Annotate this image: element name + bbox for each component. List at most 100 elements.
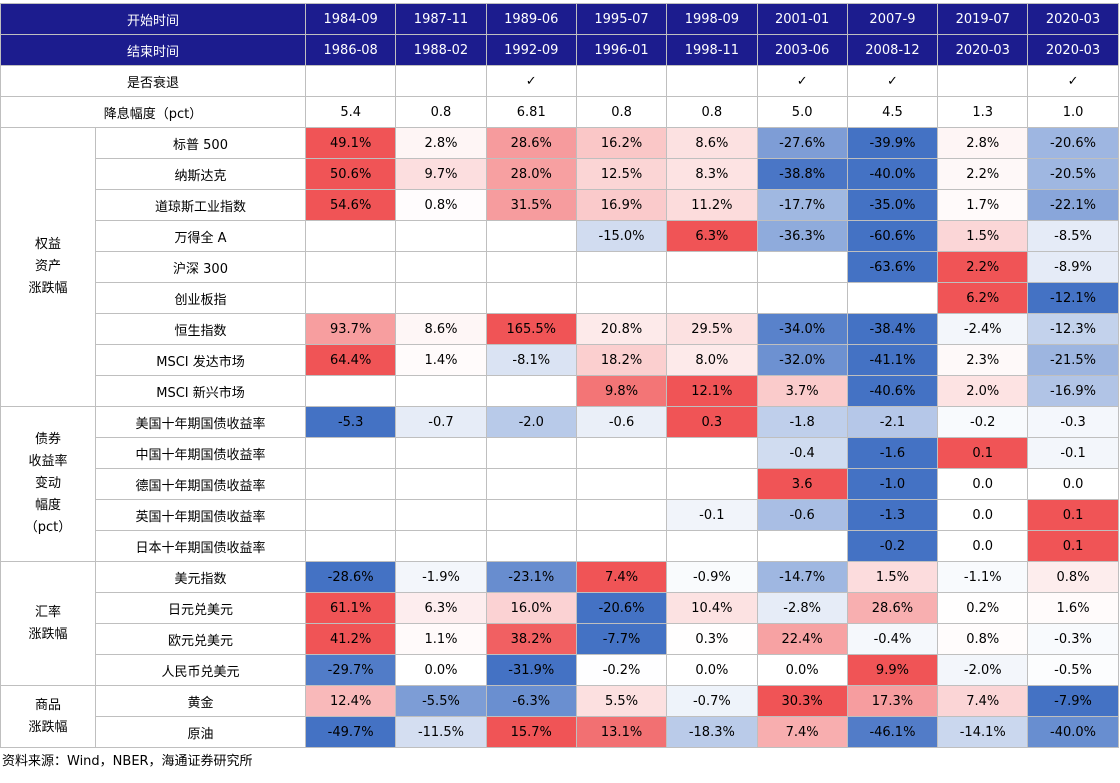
row-label: 道琼斯工业指数 [94,189,307,221]
cell: -2.0 [485,406,577,438]
cell [305,220,397,252]
cell [395,468,487,500]
cell: 12.4% [305,685,397,717]
cell: 1.5% [937,220,1029,252]
group-label: 汇率 涨跌幅 [0,561,96,686]
row-label: 人民币兑美元 [94,654,307,686]
cell: -0.3% [1027,623,1119,655]
cell: 0.2% [937,592,1029,624]
cell: -2.8% [756,592,848,624]
cell: -12.3% [1027,313,1119,345]
cell: 12.1% [666,375,758,407]
data-row: 汇率 涨跌幅 美元指数 -28.6% -1.9% -23.1% 7.4% -0.9% -14.7… [0,561,1119,686]
cell [575,282,668,314]
cell: 4.5 [846,96,939,128]
cell [756,251,848,283]
cell: -0.6 [756,499,848,531]
cell: 2001-01 [756,3,848,35]
cell: -23.1% [485,561,577,593]
cell: 8.0% [666,344,758,376]
cell: -0.7% [666,685,758,717]
cell: 1988-02 [395,34,487,66]
cell: 2.3% [937,344,1029,376]
cell: -1.9% [395,561,487,593]
cell: 2.8% [395,127,487,159]
data-row: 权益 资产 涨跌幅 标普 500 49.1% 2.8% 28.6% 16.2% 8.6% -27.… [0,127,1119,407]
cell [485,251,577,283]
data-row: 沪深 300 -63.6% 2.2% -8.9% [1,251,1119,283]
cell: 1.5% [846,561,939,593]
cell: -0.6 [575,406,668,438]
row-label: 美元指数 [94,561,307,593]
cell: 0.8% [1027,561,1119,593]
cell: 5.0 [756,96,848,128]
cell: -12.1% [1027,282,1119,314]
cell: 8.3% [666,158,758,190]
cell: 15.7% [485,716,577,748]
cell [305,437,397,469]
cell: 0.0% [395,654,487,686]
data-row: 日元兑美元 61.1% 6.3% 16.0% -20.6% 10.4% -2.8% 28.6%… [1,592,1119,624]
cell: 2007-9 [846,3,939,35]
cell: 5.4 [305,96,397,128]
cell: -7.9% [1027,685,1119,717]
cell: -0.3 [1027,406,1119,438]
data-row: 德国十年期国债收益率 3.6 -1.0 0.0 0.0 [1,468,1119,500]
row-label: 结束时间 [0,34,307,66]
cell: -1.8 [756,406,848,438]
group-label-line: 债券 [34,432,61,447]
cell [666,282,758,314]
group-label: 债券 收益率 变动 幅度 （pct） [0,406,96,562]
cell [485,220,577,252]
cell [395,251,487,283]
group-label-line: 汇率 [34,604,61,620]
row-label: 欧元兑美元 [94,623,307,655]
cell: -0.1 [1027,437,1119,469]
cell: 64.4% [305,344,397,376]
cell: ✓ [756,65,848,97]
data-row: 人民币兑美元 -29.7% 0.0% -31.9% -0.2% 0.0% 0.0% 9.9% -… [1,654,1119,686]
cell [305,375,397,407]
row-label: 中国十年期国债收益率 [94,437,307,469]
cell: -63.6% [846,251,939,283]
row-label: 万得全 A [94,220,307,252]
cell: -2.0% [937,654,1029,686]
cell [666,437,758,469]
cell [395,530,487,562]
group-label-line: 幅度 [34,498,61,513]
row-label: 纳斯达克 [94,158,307,190]
cell [937,65,1029,97]
cell: 1.6% [1027,592,1119,624]
cell [485,437,577,469]
cell: -20.6% [575,592,668,624]
cell [305,65,397,97]
cell: 49.1% [305,127,397,159]
cell: 9.8% [575,375,668,407]
cell [395,65,487,97]
cell: 11.2% [666,189,758,221]
cell: 7.4% [937,685,1029,717]
cell: -29.7% [305,654,397,686]
cell: 2.8% [937,127,1029,159]
cell: 0.3 [666,406,758,438]
cell: 2020-03 [1027,3,1119,35]
cell: -14.1% [937,716,1029,748]
cell [485,468,577,500]
cell [846,282,939,314]
cell: 1998-11 [666,34,758,66]
cell: -41.1% [846,344,939,376]
group-label-line: 权益 [34,237,61,252]
cell: 0.8 [575,96,668,128]
cell: ✓ [485,65,577,97]
cell: 0.0 [937,468,1029,500]
cell: -0.5% [1027,654,1119,686]
cell: 13.1% [575,716,668,748]
cell: 0.1 [1027,499,1119,531]
cell: 8.6% [666,127,758,159]
row-label: 标普 500 [94,127,307,159]
row-label: 原油 [94,716,307,748]
cell [575,251,668,283]
group-label-line: 资产 [34,259,61,274]
cell [395,499,487,531]
cell: 0.0 [1027,468,1119,500]
